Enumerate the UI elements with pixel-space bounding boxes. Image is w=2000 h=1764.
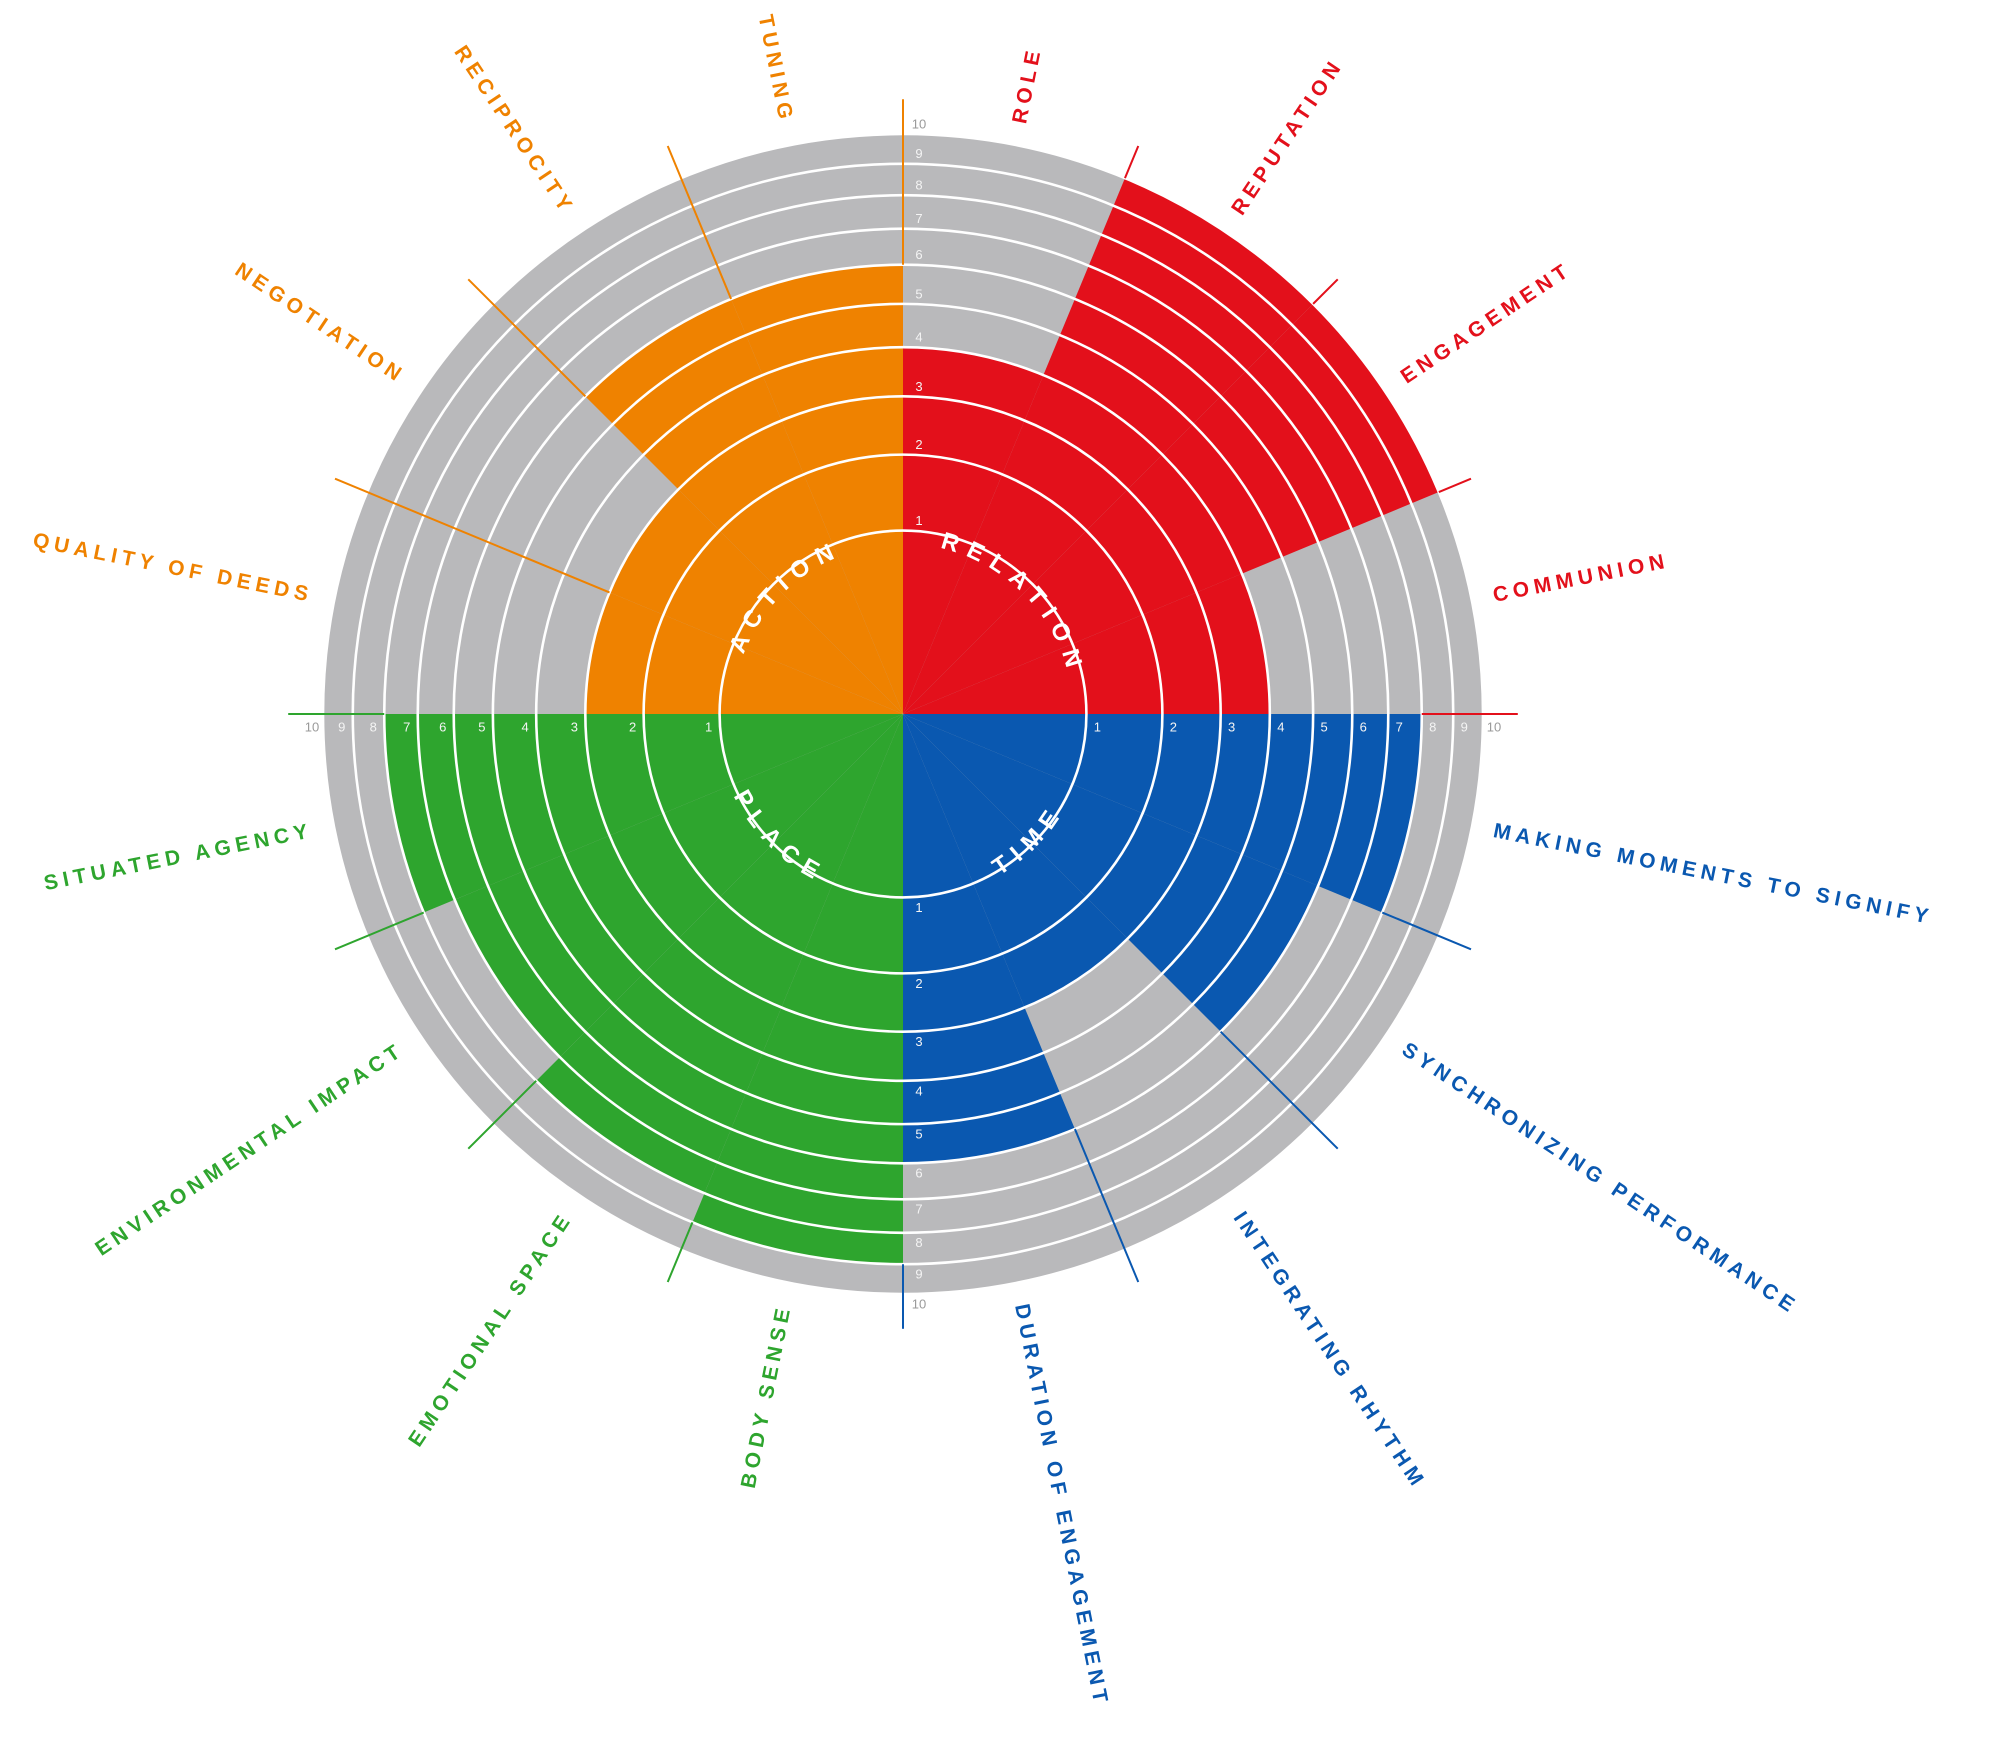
tick-label: 4 bbox=[915, 1083, 922, 1098]
tick-label: 8 bbox=[370, 719, 377, 734]
tick-label: 7 bbox=[403, 719, 410, 734]
grid-ring bbox=[642, 453, 1164, 975]
tick-label: 6 bbox=[439, 719, 446, 734]
sector-divider bbox=[1438, 477, 1472, 493]
sector bbox=[903, 714, 1128, 1008]
sector-divider bbox=[666, 1221, 694, 1283]
sector bbox=[903, 714, 1075, 1164]
category-label: SYNCHRONIZING PERFORMANCE bbox=[1398, 1038, 1803, 1319]
sector-divider bbox=[1124, 145, 1140, 179]
tick-label: 3 bbox=[1228, 719, 1235, 734]
sector-divider bbox=[334, 911, 425, 951]
tick-label: 1 bbox=[705, 719, 712, 734]
tick-label: 4 bbox=[1277, 719, 1284, 734]
sector-divider bbox=[334, 477, 610, 594]
tick-label: 2 bbox=[915, 437, 922, 452]
tick-label: 5 bbox=[915, 1127, 922, 1142]
tick-label: 2 bbox=[915, 976, 922, 991]
sector bbox=[585, 298, 903, 714]
tick-label: 7 bbox=[915, 1202, 922, 1217]
grid-ring bbox=[584, 395, 1222, 1033]
tick-label: 3 bbox=[915, 379, 922, 394]
sector bbox=[903, 178, 1314, 714]
tick-label: 3 bbox=[571, 719, 578, 734]
tick-label: 10 bbox=[912, 116, 926, 131]
tick-label: 1 bbox=[915, 900, 922, 915]
tick-label: 5 bbox=[915, 286, 922, 301]
tick-label: 6 bbox=[1360, 719, 1367, 734]
tick-label: 2 bbox=[629, 719, 636, 734]
sector bbox=[903, 303, 1439, 714]
category-label: SITUATED AGENCY bbox=[42, 819, 315, 895]
sector-divider bbox=[666, 145, 732, 300]
tick-label: 6 bbox=[915, 1166, 922, 1181]
sector bbox=[692, 714, 903, 1265]
category-label: REPUTATION bbox=[1227, 54, 1348, 219]
category-label: MAKING MOMENTS TO SIGNIFY bbox=[1491, 819, 1935, 929]
category-label: COMMUNION bbox=[1491, 549, 1671, 607]
category-label: NEGOTIATION bbox=[231, 258, 409, 388]
tick-label: 4 bbox=[522, 719, 529, 734]
tick-label: 8 bbox=[915, 178, 922, 193]
tick-label: 9 bbox=[338, 719, 345, 734]
grid-ring bbox=[491, 302, 1315, 1126]
sector-divider bbox=[467, 1080, 537, 1150]
category-label: DURATION OF ENGAGEMENT bbox=[1010, 1302, 1113, 1709]
sector bbox=[585, 592, 903, 714]
tick-label: 10 bbox=[305, 719, 319, 734]
grid-ring bbox=[534, 345, 1272, 1083]
category-label: EMOTIONAL SPACE bbox=[404, 1208, 577, 1451]
tick-label: 9 bbox=[915, 146, 922, 161]
tick-label: 9 bbox=[915, 1267, 922, 1282]
category-label: RECIPROCITY bbox=[449, 41, 578, 219]
tick-label: 10 bbox=[1487, 719, 1501, 734]
category-label: TUNING bbox=[754, 13, 798, 126]
tick-label: 10 bbox=[912, 1296, 926, 1311]
sector-divider bbox=[1219, 1030, 1339, 1150]
tick-label: 2 bbox=[1170, 719, 1177, 734]
tick-label: 8 bbox=[1429, 719, 1436, 734]
grid-ring bbox=[718, 529, 1088, 899]
category-label: ENGAGEMENT bbox=[1397, 258, 1577, 389]
category-label: ENVIRONMENTAL IMPACT bbox=[91, 1038, 408, 1260]
tick-label: 7 bbox=[915, 211, 922, 226]
tick-label: 5 bbox=[1321, 719, 1328, 734]
sector-divider bbox=[467, 278, 587, 398]
tick-label: 1 bbox=[1094, 719, 1101, 734]
category-label: BODY SENSE bbox=[737, 1302, 796, 1490]
sector bbox=[454, 714, 903, 1058]
sector bbox=[903, 714, 1422, 913]
tick-label: 8 bbox=[915, 1235, 922, 1250]
sector bbox=[903, 347, 1044, 714]
category-label: INTEGRATING RHYTHM bbox=[1229, 1208, 1431, 1494]
sector bbox=[384, 714, 903, 913]
sector-divider bbox=[1312, 278, 1339, 305]
sector bbox=[536, 714, 903, 1194]
tick-label: 9 bbox=[1461, 719, 1468, 734]
tick-label: 7 bbox=[1396, 719, 1403, 734]
category-label: QUALITY OF DEEDS bbox=[31, 529, 315, 607]
sector bbox=[903, 714, 1319, 1032]
tick-label: 3 bbox=[915, 1034, 922, 1049]
sector-divider bbox=[1074, 1128, 1140, 1283]
sector bbox=[731, 264, 903, 714]
sector bbox=[609, 489, 903, 714]
tick-label: 6 bbox=[915, 247, 922, 262]
category-label: ROLE bbox=[1008, 44, 1046, 125]
sector bbox=[903, 573, 1270, 714]
tick-label: 1 bbox=[915, 513, 922, 528]
sector-divider bbox=[1381, 911, 1472, 951]
tick-label: 4 bbox=[915, 330, 922, 345]
tick-label: 5 bbox=[478, 719, 485, 734]
